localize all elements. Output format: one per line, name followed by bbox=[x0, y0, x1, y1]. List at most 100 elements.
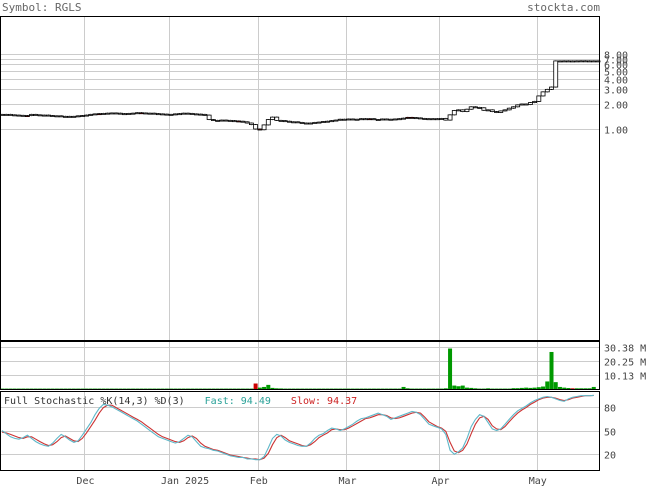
candle-body bbox=[413, 117, 419, 120]
volume-bar bbox=[545, 381, 550, 389]
volume-bar bbox=[397, 388, 402, 390]
volume-bar bbox=[367, 388, 372, 390]
candle-body bbox=[164, 113, 170, 116]
candle-body bbox=[101, 113, 106, 115]
candle-body bbox=[126, 113, 132, 115]
volume-bar bbox=[355, 388, 360, 390]
volume-bar bbox=[507, 388, 512, 390]
candle-body bbox=[523, 103, 529, 106]
stochastic-tick-label: 20 bbox=[604, 451, 616, 462]
candle-body bbox=[134, 112, 140, 115]
volume-bar bbox=[0, 388, 4, 390]
candle-body bbox=[274, 116, 280, 121]
volume-bar bbox=[448, 348, 453, 389]
candle-body bbox=[320, 121, 326, 123]
candle-body bbox=[287, 120, 292, 123]
price-tick-label: 3.00 bbox=[604, 86, 628, 97]
candle-body bbox=[392, 118, 398, 121]
volume-bar bbox=[498, 388, 503, 390]
candle-body bbox=[426, 118, 432, 121]
candle-body bbox=[354, 118, 360, 121]
volume-bar bbox=[16, 388, 21, 390]
symbol-label: Symbol: RGLS bbox=[2, 1, 81, 14]
candle-body bbox=[37, 114, 43, 117]
fast-legend: Fast: 94.49 bbox=[205, 396, 271, 407]
volume-bar bbox=[549, 351, 554, 389]
candle-body bbox=[185, 112, 191, 115]
candle-body bbox=[96, 113, 102, 116]
volume-bar bbox=[325, 388, 330, 390]
candle-body bbox=[236, 120, 242, 123]
volume-bar bbox=[114, 388, 119, 390]
candle-body bbox=[346, 118, 352, 121]
volume-bar bbox=[308, 388, 313, 390]
volume-bar bbox=[528, 387, 533, 389]
candle-body bbox=[253, 124, 259, 130]
volume-bar bbox=[131, 388, 136, 390]
candle-body bbox=[20, 114, 26, 117]
volume-bar bbox=[591, 386, 596, 389]
candle-body bbox=[574, 60, 580, 63]
volume-bar bbox=[164, 388, 169, 390]
candle-body bbox=[553, 60, 559, 88]
volume-bar bbox=[439, 388, 444, 390]
price-tick-label: 8.00 bbox=[604, 51, 628, 62]
volume-bar bbox=[477, 388, 482, 390]
candle-body bbox=[570, 60, 576, 63]
volume-bar bbox=[67, 388, 72, 390]
candle-body bbox=[502, 109, 508, 112]
candle-body bbox=[257, 128, 263, 131]
volume-bar bbox=[54, 388, 59, 390]
candle-body bbox=[337, 118, 343, 121]
volume-bar bbox=[562, 387, 567, 389]
candle-body bbox=[232, 120, 237, 123]
candle-body bbox=[210, 119, 216, 121]
candle-body bbox=[384, 118, 390, 121]
volume-bar bbox=[376, 388, 381, 390]
candle-body bbox=[219, 119, 225, 122]
candle-body bbox=[308, 122, 313, 125]
candle-body bbox=[477, 107, 483, 109]
candle-body bbox=[561, 60, 567, 63]
candle-body bbox=[456, 109, 461, 112]
volume-bar bbox=[317, 388, 322, 390]
candle-body bbox=[92, 113, 98, 116]
volume-bar bbox=[194, 388, 199, 390]
candle-body bbox=[443, 118, 449, 121]
volume-bar bbox=[160, 388, 165, 390]
volume-bar bbox=[198, 388, 203, 390]
candle-body bbox=[333, 119, 339, 122]
volume-bar bbox=[122, 388, 127, 390]
x-tick-label: Apr bbox=[431, 476, 449, 486]
candle-body bbox=[8, 113, 13, 116]
candle-body bbox=[88, 113, 94, 116]
candle-body bbox=[409, 116, 415, 119]
volume-bar bbox=[270, 387, 275, 389]
volume-bar bbox=[105, 388, 110, 390]
candle-body bbox=[375, 119, 381, 121]
volume-bar bbox=[80, 388, 85, 390]
candle-body bbox=[519, 103, 525, 106]
candle-body bbox=[582, 60, 588, 63]
volume-bar bbox=[291, 388, 296, 390]
candle-body bbox=[143, 112, 149, 115]
candle-body bbox=[58, 115, 64, 118]
candle-body bbox=[291, 121, 297, 124]
volume-bar bbox=[185, 388, 190, 390]
candle-body bbox=[405, 116, 411, 119]
volume-bar bbox=[452, 385, 457, 389]
volume-bar bbox=[12, 388, 17, 390]
candle-body bbox=[79, 115, 85, 117]
volume-bar bbox=[393, 388, 398, 390]
volume-bar bbox=[557, 386, 562, 389]
candle-body bbox=[494, 111, 499, 114]
volume-bar bbox=[524, 387, 529, 389]
candle-body bbox=[532, 100, 537, 103]
price-panel-frame bbox=[0, 16, 600, 341]
candle-body bbox=[177, 113, 182, 116]
slow-value: 94.37 bbox=[327, 396, 358, 407]
slow-label: Slow: bbox=[290, 396, 328, 407]
site-label[interactable]: stockta.com bbox=[527, 1, 600, 14]
volume-bar bbox=[321, 388, 326, 390]
candle-body bbox=[473, 106, 478, 109]
